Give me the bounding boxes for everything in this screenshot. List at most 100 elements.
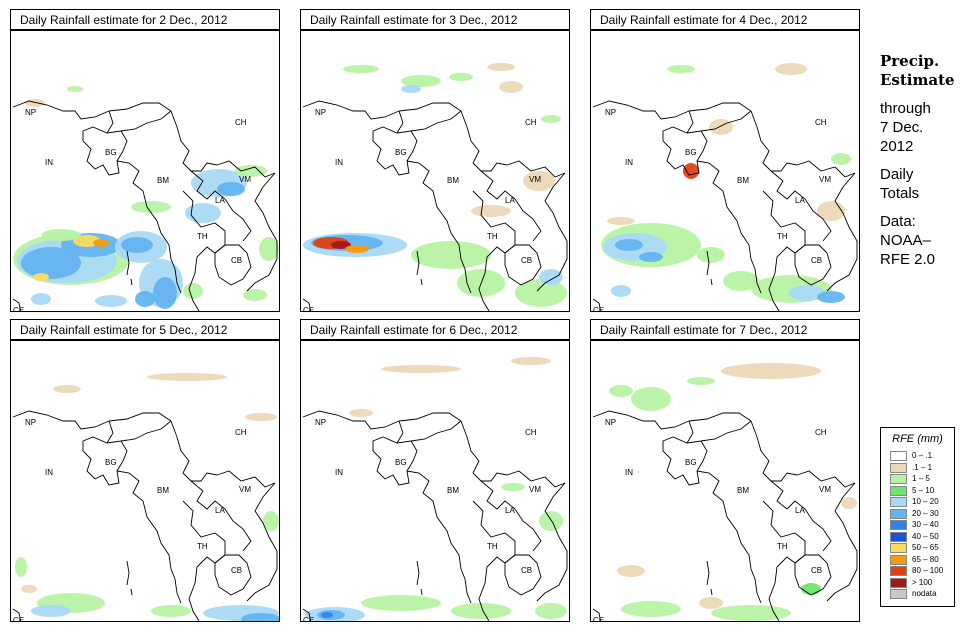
country-border [706, 250, 710, 276]
rainfall-area [235, 165, 267, 177]
legend-swatch [890, 497, 907, 507]
country-border [506, 470, 566, 488]
rainfall-map: NP CH IN BG BM VM LA TH CB CE [300, 340, 570, 622]
country-label: BM [447, 176, 459, 185]
rainfall-area [499, 81, 523, 93]
country-label: BM [157, 486, 169, 495]
rainfall-area [243, 289, 267, 301]
country-label: NP [25, 418, 36, 427]
panel-title: Daily Rainfall estimate for 5 Dec., 2012 [10, 319, 280, 340]
country-border [120, 110, 172, 132]
rainfall-area [21, 585, 37, 593]
legend-title: RFE (mm) [892, 433, 943, 445]
country-border [420, 278, 423, 286]
country-label: VM [239, 485, 251, 494]
panel-title: Daily Rainfall estimate for 6 Dec., 2012 [300, 319, 570, 340]
rainfall-area [831, 153, 851, 165]
country-border [12, 410, 110, 430]
country-label: CE [13, 306, 24, 312]
country-border [506, 160, 566, 178]
rainfall-area [723, 271, 759, 291]
rainfall-area [95, 295, 127, 307]
rainfall-area [401, 85, 421, 93]
rainfall-area [609, 385, 633, 397]
rainfall-area [25, 99, 45, 107]
country-label: TH [197, 232, 208, 241]
legend-label: 50 – 65 [912, 543, 939, 552]
rainfall-area [611, 285, 631, 297]
rainfall-map: NP CH IN BG BM VM LA TH CB CE [10, 30, 280, 312]
rainfall-area [41, 229, 81, 241]
rainfall-area [511, 357, 551, 365]
country-border [696, 160, 762, 294]
legend-swatch [890, 531, 907, 542]
country-border [696, 470, 762, 604]
rainfall-map: NP CH IN BG BM VM LA TH CB CE [300, 30, 570, 312]
country-label: BG [685, 148, 697, 157]
rainfall-area [501, 483, 525, 491]
country-border [504, 554, 542, 596]
country-label: CB [231, 566, 242, 575]
rainfall-area [699, 597, 723, 609]
country-label: BG [685, 458, 697, 467]
country-label: TH [777, 542, 788, 551]
country-border [12, 100, 110, 120]
country-border [302, 298, 312, 311]
rainfall-area [687, 377, 715, 385]
country-label: NP [25, 108, 36, 117]
side-data-line3: RFE 2.0 [880, 251, 936, 268]
country-border [700, 420, 752, 442]
country-label: CH [235, 428, 247, 437]
legend-swatch [890, 554, 907, 565]
rainfall-area [361, 595, 441, 611]
legend-swatch [890, 577, 907, 588]
rainfall-area [775, 63, 807, 75]
rainfall-area [631, 387, 671, 411]
legend-label: 10 – 20 [912, 497, 939, 506]
side-data-line1: Data: [880, 213, 916, 230]
rainfall-area [621, 601, 681, 617]
country-border [826, 482, 858, 602]
country-border [12, 608, 22, 621]
country-label: CH [815, 118, 827, 127]
rfe-legend: RFE (mm) 0 – .1 .1 – 1 1 – 5 5 – 10 10 – 20 2… [880, 427, 955, 607]
country-label: IN [45, 468, 53, 477]
rainfall-area [21, 247, 81, 279]
side-info: Precip. Estimate through 7 Dec. 2012 Dai… [880, 52, 965, 269]
country-border [770, 170, 832, 242]
country-border [420, 588, 423, 596]
country-label: NP [605, 418, 616, 427]
legend-swatch [890, 508, 907, 519]
map-panel-dec-6: Daily Rainfall estimate for 6 Dec., 2012… [300, 319, 570, 622]
rainfall-area [817, 291, 845, 303]
country-label: IN [45, 158, 53, 167]
country-border [130, 588, 133, 596]
country-border [82, 436, 128, 486]
country-border [302, 100, 400, 120]
legend-swatch [890, 451, 907, 461]
rainfall-area [183, 283, 203, 299]
rainfall-area [515, 279, 567, 307]
legend-label: 40 – 50 [912, 531, 939, 541]
country-border [398, 412, 462, 422]
country-border [460, 110, 508, 172]
rainfall-area [147, 373, 227, 381]
country-label: CE [303, 306, 314, 312]
map-panel-dec-2: Daily Rainfall estimate for 2 Dec., 2012… [10, 9, 280, 312]
map-canvas: NP CH IN BG BM VM LA TH CB CE [592, 363, 858, 622]
country-label: VM [239, 175, 251, 184]
panel-title: Daily Rainfall estimate for 4 Dec., 2012 [590, 9, 860, 30]
legend-label: 30 – 40 [912, 520, 939, 529]
country-border [372, 126, 418, 176]
country-label: LA [215, 196, 225, 205]
legend-swatch [890, 485, 907, 496]
rainfall-area [667, 65, 695, 73]
country-label: IN [625, 158, 633, 167]
side-title-line2: Estimate [880, 71, 955, 89]
country-label: CE [303, 616, 314, 622]
country-label: CE [593, 616, 604, 622]
rainfall-area [539, 269, 563, 285]
legend-swatch [890, 474, 907, 484]
legend-swatch [890, 566, 907, 576]
country-border [396, 420, 404, 444]
